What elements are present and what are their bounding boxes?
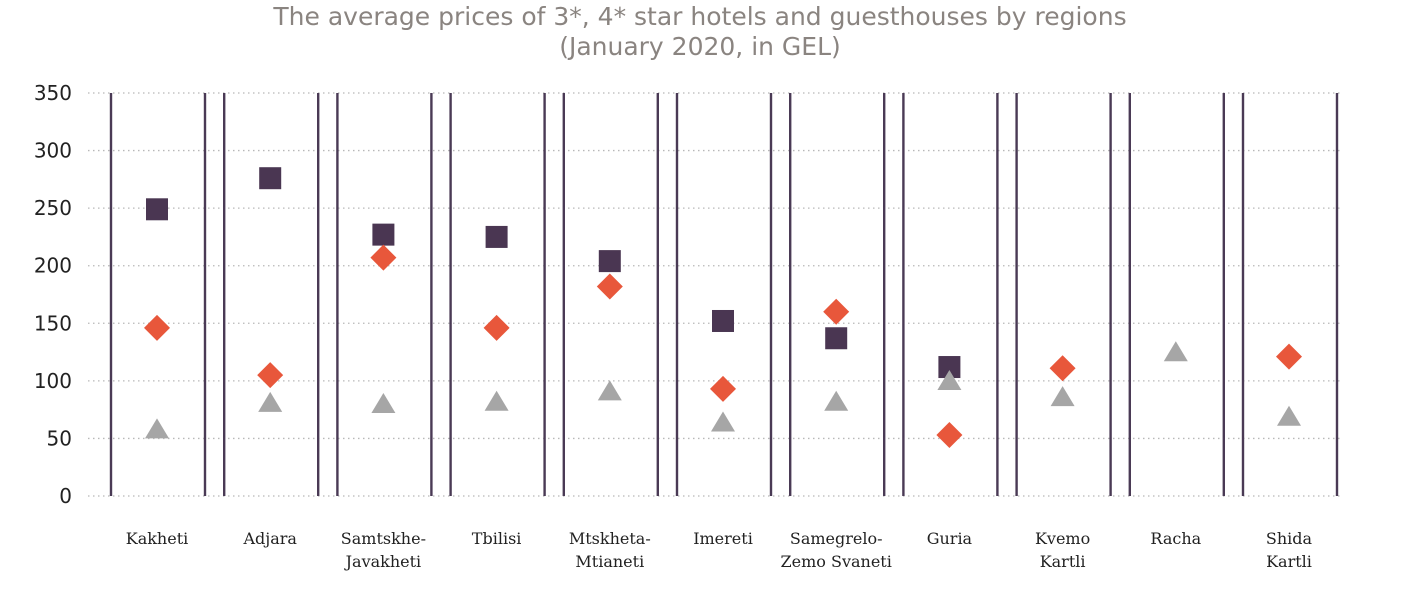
x-category-label: Mtianeti bbox=[575, 552, 644, 571]
y-tick-label: 250 bbox=[34, 196, 72, 220]
triangle-point bbox=[1277, 405, 1301, 426]
x-category-label: Shida bbox=[1266, 529, 1313, 548]
square-point bbox=[146, 198, 168, 221]
square-point bbox=[259, 167, 282, 190]
diamond-point bbox=[1049, 355, 1076, 382]
triangle-point bbox=[1163, 341, 1188, 362]
x-category-label: Samegrelo- bbox=[790, 529, 883, 548]
diamond-point bbox=[710, 375, 736, 402]
diamond-point bbox=[823, 298, 850, 325]
x-category-label: Samtskhe- bbox=[341, 529, 426, 548]
triangle-point bbox=[371, 393, 396, 414]
diamond-point bbox=[936, 421, 963, 448]
x-category-label: Guria bbox=[927, 529, 973, 548]
x-category-label: Imereti bbox=[693, 529, 753, 548]
square-point bbox=[825, 327, 848, 350]
square-point bbox=[598, 250, 621, 273]
triangle-point bbox=[597, 380, 622, 401]
x-category-label: Kartli bbox=[1266, 552, 1312, 571]
diamond-point bbox=[483, 314, 510, 341]
x-category-label: Adjara bbox=[242, 529, 297, 548]
triangle-point bbox=[484, 390, 509, 411]
x-axis: Kakheti Adjara Samtskhe- Javakheti Tbilisi Mt… bbox=[126, 529, 1313, 571]
x-category-label: Kakheti bbox=[126, 529, 189, 548]
diamond-point bbox=[144, 314, 170, 341]
triangle-point bbox=[937, 370, 962, 391]
triangle-point bbox=[1050, 386, 1075, 407]
square-point bbox=[485, 225, 508, 248]
y-tick-label: 300 bbox=[34, 139, 72, 163]
square-point bbox=[372, 223, 395, 246]
y-axis: 0 50 100 150 200 250 300 350 bbox=[34, 81, 72, 508]
x-category-label: Zemo Svaneti bbox=[781, 552, 892, 571]
square-point bbox=[938, 356, 961, 379]
y-tick-label: 0 bbox=[59, 484, 72, 508]
chart-title-line-1: The average prices of 3*, 4* star hotels… bbox=[272, 2, 1126, 31]
y-tick-label: 100 bbox=[34, 369, 72, 393]
y-tick-label: 150 bbox=[34, 311, 72, 335]
triangle-point bbox=[824, 390, 849, 411]
triangle-point bbox=[258, 391, 283, 412]
x-category-label: Kartli bbox=[1040, 552, 1086, 571]
diamond-point bbox=[370, 244, 397, 271]
triangle-point bbox=[711, 411, 735, 432]
y-tick-label: 200 bbox=[34, 254, 72, 278]
x-category-label: Mtskheta- bbox=[569, 529, 651, 548]
x-category-label: Kvemo bbox=[1035, 529, 1090, 548]
y-tick-label: 50 bbox=[47, 426, 72, 450]
x-category-label: Tbilisi bbox=[472, 529, 522, 548]
gridlines bbox=[88, 92, 1340, 497]
diamond-point bbox=[1276, 343, 1302, 370]
diamond-point bbox=[257, 362, 284, 389]
square-point bbox=[712, 309, 734, 332]
data-points bbox=[144, 167, 1302, 448]
triangle-point bbox=[145, 418, 169, 439]
region-dividers bbox=[109, 93, 1339, 496]
x-category-label: Javakheti bbox=[344, 552, 422, 571]
x-category-label: Racha bbox=[1150, 529, 1201, 548]
diamond-point bbox=[596, 273, 623, 300]
y-tick-label: 350 bbox=[34, 81, 72, 105]
chart-title-line-2: (January 2020, in GEL) bbox=[559, 32, 841, 61]
